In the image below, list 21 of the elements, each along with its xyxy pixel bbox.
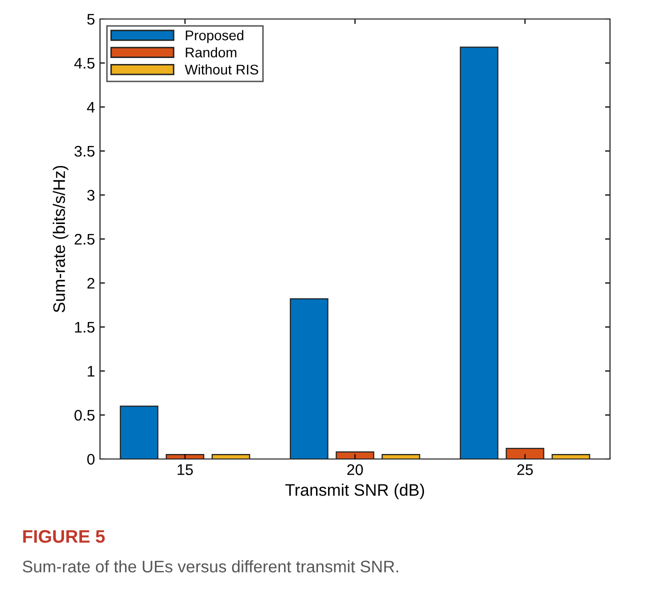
legend-label: Random — [186, 47, 236, 58]
y-tick-label: 4 — [86, 102, 95, 113]
y-tick-label: 4.5 — [74, 58, 94, 69]
x-axis-title: Transmit SNR (dB) — [285, 484, 424, 500]
y-tick-label: 0.5 — [74, 410, 94, 421]
x-tick-label: 15 — [178, 464, 193, 476]
caption: FIGURE 5 — [23, 530, 105, 543]
text: Sum-rate of the UEs versus different transmit SNR. — [22, 560, 398, 572]
y-tick-label: 5 — [87, 14, 94, 25]
y-tick-label: 3.5 — [74, 146, 94, 157]
y-tick-label: 1.5 — [75, 322, 94, 333]
y-tick-label: 3 — [87, 190, 94, 201]
x-tick-label: 20 — [347, 464, 363, 476]
legend-label: Proposed — [186, 30, 244, 44]
y-tick-label: 2.5 — [74, 234, 94, 245]
y-tick-label: 0 — [87, 454, 95, 465]
y-axis-title: Sum-rate (bits/s/Hz) — [52, 166, 68, 312]
y-tick-label: 1 — [88, 366, 94, 377]
x-tick-label: 25 — [517, 464, 533, 476]
y-tick-label: 2 — [87, 278, 94, 289]
legend-label: Without RIS — [184, 64, 258, 75]
